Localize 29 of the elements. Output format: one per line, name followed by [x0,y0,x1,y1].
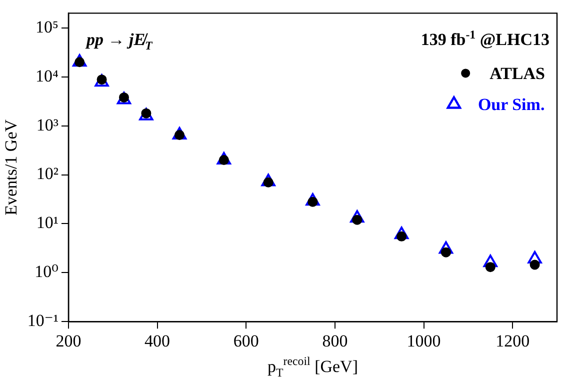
x-tick-label: 400 [144,331,170,350]
point [394,226,409,240]
point [483,254,498,268]
point [172,126,187,140]
point [116,92,132,104]
point [216,152,231,165]
y-tick-label: 10³ [36,115,58,134]
y-tick-label: 10⁰ [34,262,59,282]
legend-label: Our Sim. [478,95,545,114]
point [485,262,496,272]
y-tick-label: 10¹ [36,213,58,232]
x-tick-label: 200 [56,331,82,350]
x-tick-label: 600 [233,331,259,350]
y-axis-title: Events/1 GeV [2,118,21,216]
x-tick-label: 1200 [496,331,530,350]
point [261,174,276,186]
point [530,260,540,270]
point [350,210,364,223]
x-tick-label: 1000 [406,331,441,350]
y-tick-label: 10⁵ [36,17,59,36]
point [306,193,320,206]
point [72,54,87,67]
point [438,241,454,254]
point [528,251,542,264]
legend-label: ATLAS [490,64,546,84]
y-tick-label: 10² [36,164,58,184]
x-tick-label: 800 [322,331,348,350]
y-tick-label: 10⁴ [36,66,59,86]
y-tick-label: 10⁻¹ [27,311,58,330]
